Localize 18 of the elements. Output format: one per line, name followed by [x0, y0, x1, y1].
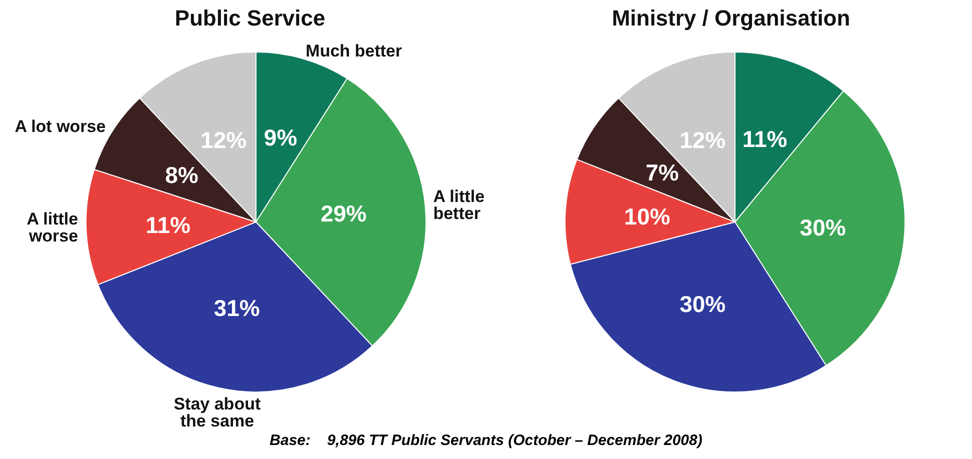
data-label: 30%: [800, 214, 846, 241]
slice-label: A little worse: [26, 210, 78, 246]
slice-label: A little better: [433, 187, 485, 224]
chart-title: Public Service: [174, 6, 326, 30]
data-label: 30%: [680, 290, 726, 317]
chart-title: Ministry / Organisation: [612, 6, 850, 30]
slice-label: A lot worse: [14, 117, 106, 136]
data-label: 31%: [214, 294, 260, 321]
data-label: 11%: [742, 126, 788, 152]
data-label: 10%: [624, 203, 670, 230]
slice-label: Stay about the same: [174, 394, 261, 431]
text: Base: 9,896 TT Public Servants (October – December 2008): [268, 432, 704, 449]
data-label: 8%: [165, 162, 198, 188]
data-label: 7%: [646, 160, 679, 186]
data-label: 11%: [146, 212, 190, 238]
data-label: 29%: [320, 200, 367, 227]
slice-label: Much better: [306, 42, 402, 61]
data-label: 9%: [264, 124, 298, 150]
